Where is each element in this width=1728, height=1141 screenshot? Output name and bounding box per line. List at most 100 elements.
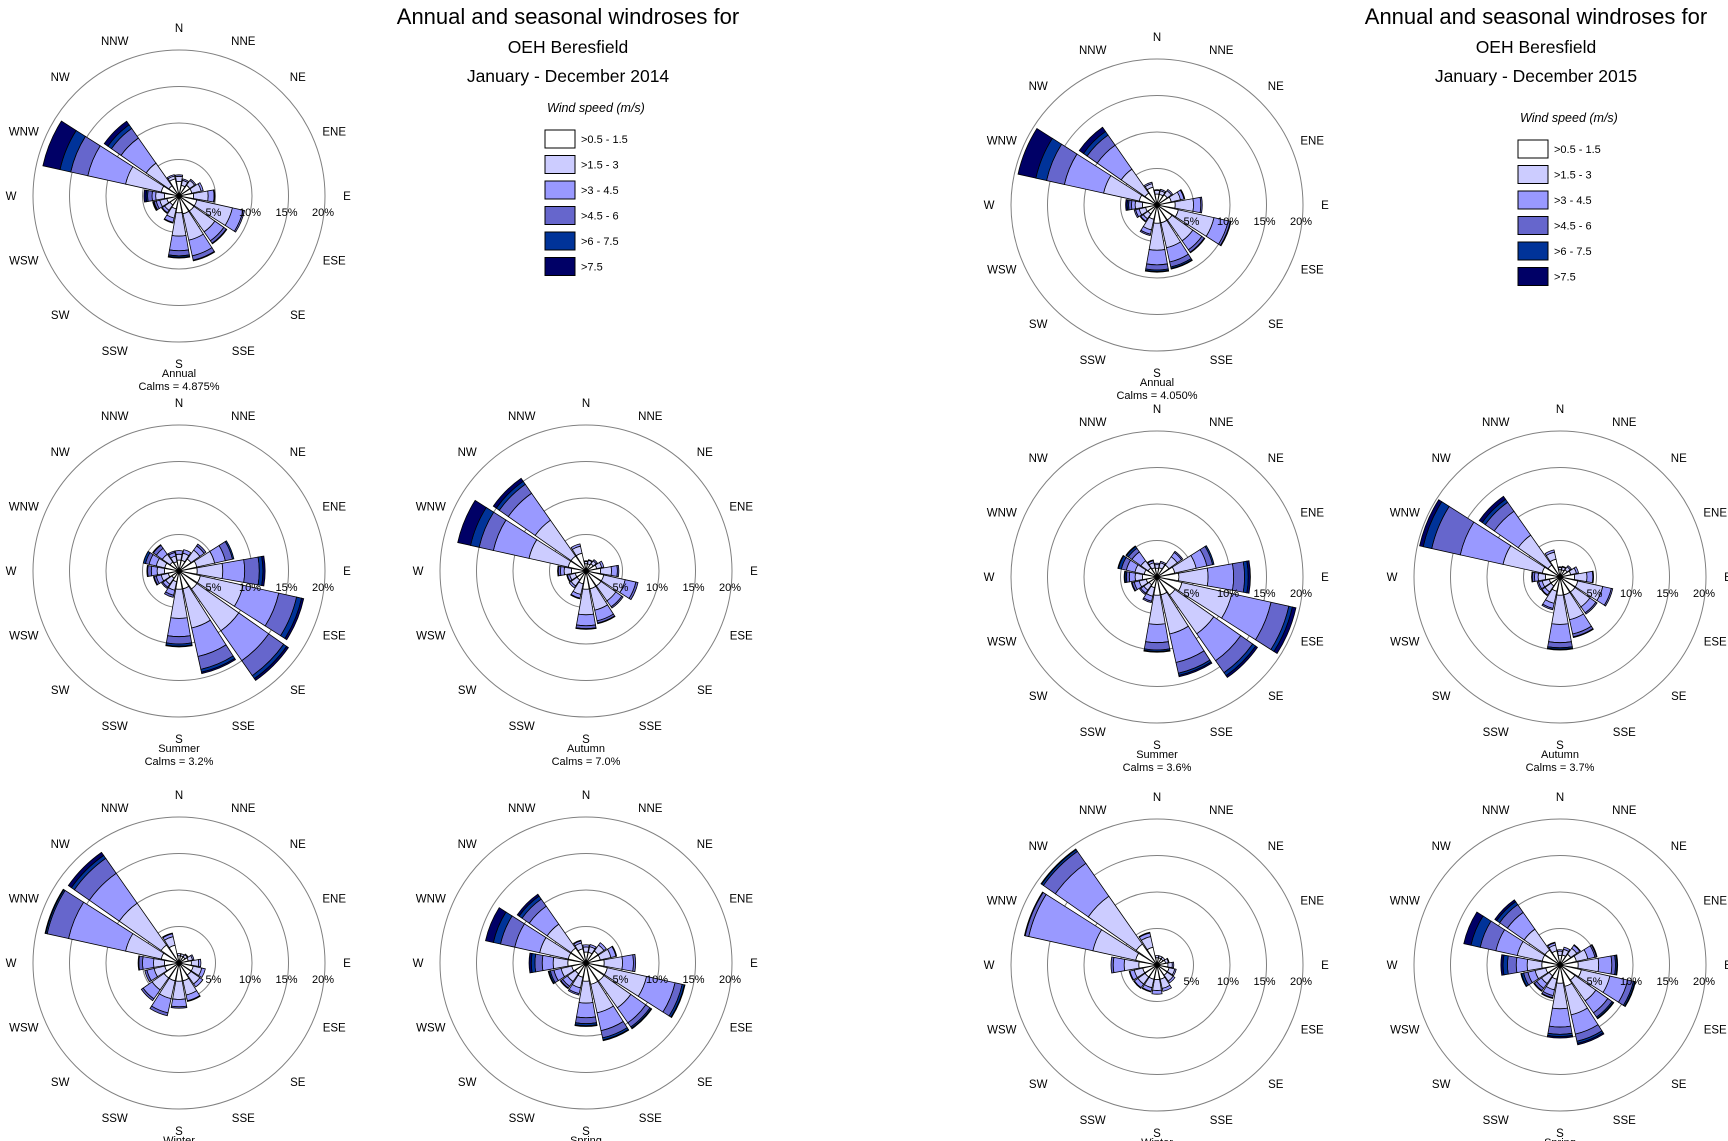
petal-segment — [610, 595, 624, 609]
petal-segment — [1515, 956, 1529, 974]
petal-segment — [1463, 911, 1484, 946]
direction-label-W: W — [984, 572, 995, 584]
petal-segment — [1171, 961, 1175, 969]
direction-label-NNE: NNE — [1209, 417, 1234, 429]
direction-label-WNW: WNW — [416, 502, 446, 514]
petal-WNW — [1117, 554, 1158, 578]
petal-segment — [570, 543, 581, 551]
direction-label-SSE: SSE — [1613, 727, 1636, 739]
petal-WNW — [1023, 891, 1158, 966]
petal-SW — [1133, 964, 1158, 989]
petal-segment — [568, 580, 577, 589]
petal-segment — [628, 581, 639, 601]
legend-label: >4.5 - 6 — [1554, 221, 1592, 233]
petal-segment — [1533, 982, 1543, 992]
petal-segment — [1131, 200, 1136, 210]
direction-label-SW: SW — [458, 1077, 477, 1089]
legend-swatch — [544, 257, 576, 276]
direction-label-NE: NE — [697, 447, 713, 459]
legend-label: >3 - 4.5 — [581, 185, 619, 197]
page-station: OEH Beresfield — [1476, 37, 1597, 57]
petal-segment — [1548, 1007, 1572, 1028]
petal-NNW — [167, 550, 180, 572]
direction-label-W: W — [413, 958, 424, 970]
petal-segment — [1624, 981, 1637, 1008]
windrose-2014-annual: 5% 10% 15% 20% N NNE NE ENE E ESE SE SSE S SSW SW WSW W W… — [6, 23, 352, 393]
petal-segment — [161, 932, 173, 939]
petal-N — [1556, 949, 1564, 966]
petal-segment — [528, 952, 533, 974]
petal-segment — [152, 201, 158, 212]
petal-segment — [616, 564, 620, 578]
petal-segment — [67, 851, 105, 889]
direction-label-NNE: NNE — [1209, 805, 1234, 817]
direction-label-SSE: SSE — [639, 1113, 662, 1125]
petal-segment — [599, 566, 612, 576]
petal-NNW — [166, 174, 180, 197]
petal-segment — [597, 615, 616, 625]
ring-15 — [69, 86, 289, 306]
direction-label-SSE: SSE — [1210, 1115, 1233, 1127]
direction-label-NNE: NNE — [231, 36, 256, 48]
petal-segment — [1572, 628, 1594, 639]
legend-label: >7.5 — [581, 262, 603, 274]
legend-label: >0.5 - 1.5 — [1554, 144, 1601, 156]
petal-segment — [1147, 559, 1154, 564]
petal-segment — [1537, 572, 1547, 582]
direction-label-SW: SW — [1432, 1079, 1451, 1091]
petal-WSW — [1130, 576, 1158, 592]
direction-label-SW: SW — [51, 310, 70, 322]
petal-segment — [1507, 955, 1518, 975]
direction-label-E: E — [343, 958, 351, 970]
direction-label-W: W — [413, 566, 424, 578]
ring-label: 20% — [1290, 216, 1312, 228]
petal-segment — [1189, 237, 1206, 254]
petal-NW — [67, 851, 180, 964]
petal-segment — [197, 182, 204, 192]
direction-label-NNW: NNW — [1079, 805, 1107, 817]
direction-label-SW: SW — [458, 685, 477, 697]
ring-10 — [105, 122, 253, 270]
direction-label-WNW: WNW — [9, 502, 39, 514]
petal-segment — [1023, 891, 1044, 937]
petal-NE — [178, 178, 197, 197]
direction-label-ENE: ENE — [1300, 136, 1324, 148]
windrose-2015-winter: 5% 10% 15% 20% N NNE NE ENE E ESE SE SSE S SSW SW WSW W W… — [984, 792, 1330, 1141]
petal-segment — [261, 555, 266, 587]
direction-label-ESE: ESE — [1301, 636, 1324, 648]
petal-segment — [1166, 188, 1174, 196]
petal-ESE — [178, 570, 305, 641]
petal-S — [575, 570, 597, 630]
petal-segment — [182, 178, 189, 184]
petal-segment — [1139, 229, 1151, 237]
petal-segment — [186, 995, 201, 1002]
direction-label-SE: SE — [1268, 319, 1284, 331]
petal-segment — [557, 565, 560, 577]
petal-segment — [143, 189, 148, 203]
ring-10 — [105, 889, 253, 1037]
petal-segment — [1152, 978, 1162, 991]
petal-N — [174, 550, 184, 572]
ring-label: 20% — [1290, 976, 1312, 988]
petal-W — [137, 955, 180, 971]
windrose-2014-autumn: 5% 10% 15% 20% N NNE NE ENE E ESE SE SSE S SSW SW WSW W W… — [413, 398, 759, 768]
direction-label-ENE: ENE — [322, 127, 346, 139]
petal-SW — [161, 570, 180, 589]
petal-segment — [610, 565, 618, 577]
legend-label: >6 - 7.5 — [1554, 246, 1592, 258]
direction-label-NE: NE — [1268, 841, 1284, 853]
petal-SSE — [585, 962, 630, 1042]
petal-segment — [1125, 199, 1128, 211]
legend-swatch — [544, 206, 576, 225]
petal-segment — [1563, 946, 1571, 953]
petal-segment — [1040, 848, 1077, 885]
ring-label: 5% — [206, 582, 222, 594]
direction-label-NW: NW — [51, 839, 70, 851]
petal-segment — [602, 1028, 630, 1042]
direction-label-NNW: NNW — [508, 411, 536, 423]
petal-W — [1110, 956, 1158, 974]
direction-label-SE: SE — [1671, 691, 1687, 703]
petal-segment — [1167, 975, 1176, 984]
petal-WSW — [152, 570, 180, 586]
petal-E — [585, 953, 637, 973]
